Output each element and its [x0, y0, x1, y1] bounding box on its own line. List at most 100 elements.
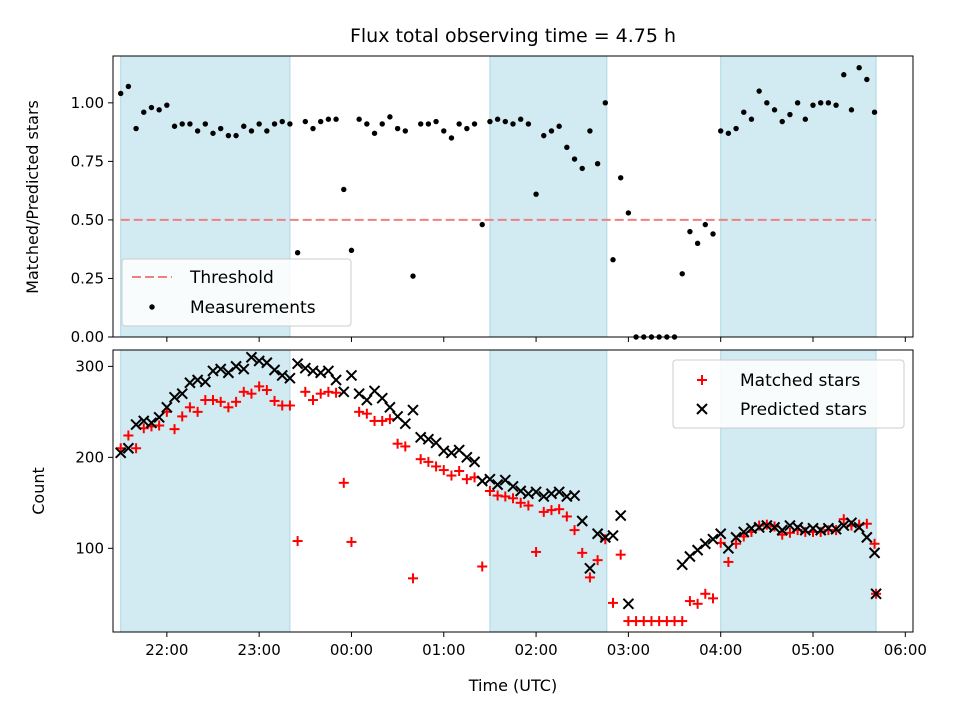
matched-star-marker — [523, 500, 534, 511]
predicted-star-marker — [791, 521, 804, 534]
predicted-star-marker — [491, 478, 504, 491]
matched-star-marker — [392, 438, 403, 449]
measurement-point — [610, 257, 616, 263]
predicted-star-marker — [468, 456, 481, 468]
predicted-star-marker — [591, 528, 604, 540]
predicted-star-marker — [861, 531, 873, 544]
matched-star-marker — [608, 597, 618, 608]
x-tick-label: 01:00 — [422, 641, 465, 659]
matched-star-marker — [700, 588, 711, 599]
measurement-point — [841, 72, 847, 78]
measurement-point — [202, 121, 209, 127]
predicted-star-marker — [845, 517, 858, 529]
measurement-point — [733, 125, 739, 132]
matched-star-marker — [446, 470, 457, 481]
matched-star-marker — [531, 546, 542, 557]
measurement-point — [394, 125, 401, 132]
y-tick-label: 100 — [75, 539, 104, 557]
y-tick-label: 300 — [75, 357, 104, 375]
measurement-point — [133, 125, 139, 132]
predicted-star-marker — [461, 451, 473, 464]
y-tick-label: 200 — [75, 448, 104, 466]
predicted-star-marker — [130, 418, 142, 431]
predicted-star-marker — [238, 363, 250, 375]
measurement-point — [748, 116, 755, 122]
predicted-star-marker — [484, 473, 496, 485]
measurement-point — [625, 210, 632, 216]
predicted-star-marker — [584, 562, 596, 575]
matched-star-marker — [561, 511, 572, 522]
measurement-point — [441, 128, 447, 134]
measurement-point — [679, 271, 685, 277]
predicted-star-marker — [153, 411, 165, 424]
measurement-point — [810, 102, 816, 108]
matched-star-marker — [384, 414, 395, 425]
x-tick-label: 23:00 — [238, 641, 281, 659]
measurement-point — [464, 125, 470, 132]
matched-star-marker — [223, 402, 234, 413]
measurement-point — [702, 221, 709, 228]
matched-star-marker — [361, 408, 372, 419]
predicted-star-marker — [384, 401, 396, 414]
legend-box — [672, 359, 905, 429]
predicted-star-marker — [422, 433, 435, 445]
bottom-panel: 100 200 300 22:00 23:00 00:00 01:00 02:00 03:00… — [29, 349, 927, 695]
predicted-star-marker — [870, 588, 882, 600]
matched-star-marker — [308, 395, 318, 406]
matched-star-marker — [169, 424, 180, 435]
predicted-star-marker — [245, 351, 258, 363]
predicted-star-marker — [838, 519, 850, 532]
y-tick-label: 0.75 — [71, 152, 104, 170]
measurement-point — [264, 128, 270, 134]
matched-star-marker — [592, 555, 603, 566]
predicted-star-marker — [230, 360, 242, 373]
matched-star-marker — [708, 593, 718, 604]
measurement-point — [194, 128, 201, 134]
x-tick-label: 00:00 — [330, 641, 373, 659]
predicted-star-marker — [199, 376, 212, 388]
measurement-point — [356, 116, 362, 122]
matched-star-marker — [338, 477, 349, 488]
measurement-point — [587, 128, 593, 134]
predicted-star-marker — [607, 529, 619, 542]
measurement-point — [487, 118, 493, 125]
predicted-star-marker — [614, 509, 627, 522]
measurement-point — [287, 121, 293, 127]
measurement-point — [548, 128, 555, 134]
matched-star-marker — [692, 598, 703, 609]
legend-box — [121, 258, 352, 327]
matched-star-marker — [231, 396, 242, 407]
matched-star-marker — [215, 396, 226, 407]
matched-star-marker — [269, 395, 280, 406]
measurement-point — [233, 132, 239, 139]
measurement-point — [541, 132, 547, 139]
observing-band — [489, 55, 608, 338]
measurement-point — [125, 83, 132, 90]
matched-star-marker — [238, 386, 249, 397]
matched-star-marker — [438, 465, 449, 476]
predicted-star-marker — [568, 489, 581, 502]
predicted-star-marker — [707, 533, 719, 545]
matched-star-marker — [508, 493, 518, 504]
measurement-point — [494, 116, 501, 122]
predicted-star-marker — [214, 363, 227, 375]
matched-star-marker — [515, 497, 526, 508]
x-tick-label: 22:00 — [145, 641, 188, 659]
predicted-star-marker — [553, 486, 565, 498]
matched-star-marker — [554, 504, 565, 515]
measurement-point — [533, 191, 539, 197]
predicted-star-marker — [276, 369, 288, 382]
measurement-point — [271, 121, 278, 127]
matched-star-marker — [377, 415, 388, 426]
matched-star-marker — [423, 456, 434, 467]
matched-star-marker — [123, 430, 134, 441]
matched-star-marker — [415, 454, 426, 465]
matched-star-marker — [615, 549, 626, 560]
observing-band — [120, 349, 291, 633]
measurement-point — [802, 116, 809, 122]
measurement-point — [379, 121, 385, 127]
predicted-star-marker — [776, 524, 788, 536]
matched-star-marker — [684, 596, 695, 607]
measurement-point — [371, 130, 378, 136]
